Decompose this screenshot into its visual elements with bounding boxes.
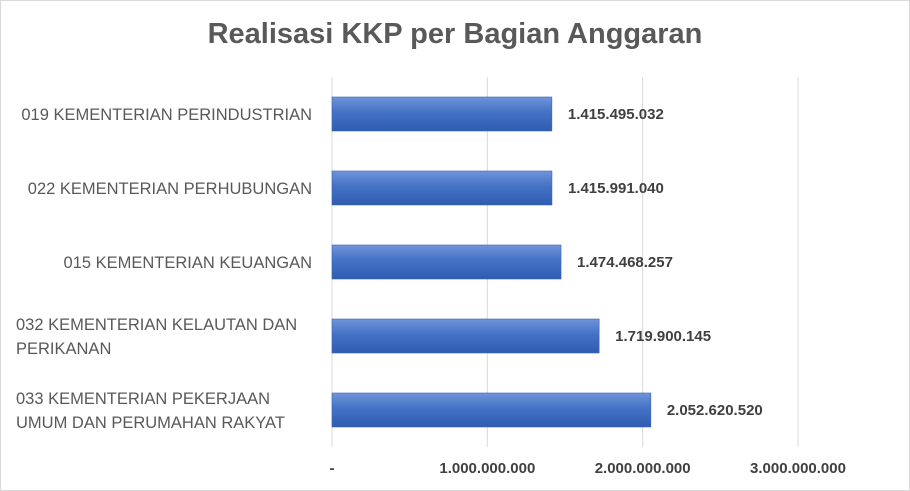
bar bbox=[331, 244, 562, 280]
bar bbox=[331, 170, 553, 206]
category-label: 015 KEMENTERIAN KEUANGAN bbox=[64, 254, 312, 272]
x-tick-label: 2.000.000.000 bbox=[595, 460, 691, 477]
data-label: 2.052.620.520 bbox=[667, 402, 763, 419]
bar bbox=[331, 318, 600, 354]
category-label: 032 KEMENTERIAN KELAUTAN DAN PERIKANAN bbox=[16, 316, 297, 358]
data-label: 1.474.468.257 bbox=[577, 254, 673, 271]
chart-title: Realisasi KKP per Bagian Anggaran bbox=[207, 18, 703, 50]
data-label: 1.415.495.032 bbox=[568, 106, 664, 123]
bar bbox=[331, 392, 652, 428]
category-label: 033 KEMENTERIAN PEKERJAAN UMUM DAN PERUMA… bbox=[16, 390, 285, 432]
category-label: 019 KEMENTERIAN PERINDUSTRIAN bbox=[21, 106, 312, 124]
category-label: 022 KEMENTERIAN PERHUBUNGAN bbox=[28, 180, 312, 198]
data-label: 1.719.900.145 bbox=[615, 328, 711, 345]
x-tick-label: 3.000.000.000 bbox=[750, 460, 846, 477]
x-tick-label: 1.000.000.000 bbox=[439, 460, 535, 477]
x-tick-label: - bbox=[330, 460, 335, 477]
bar bbox=[331, 96, 553, 132]
data-label: 1.415.991.040 bbox=[568, 180, 664, 197]
